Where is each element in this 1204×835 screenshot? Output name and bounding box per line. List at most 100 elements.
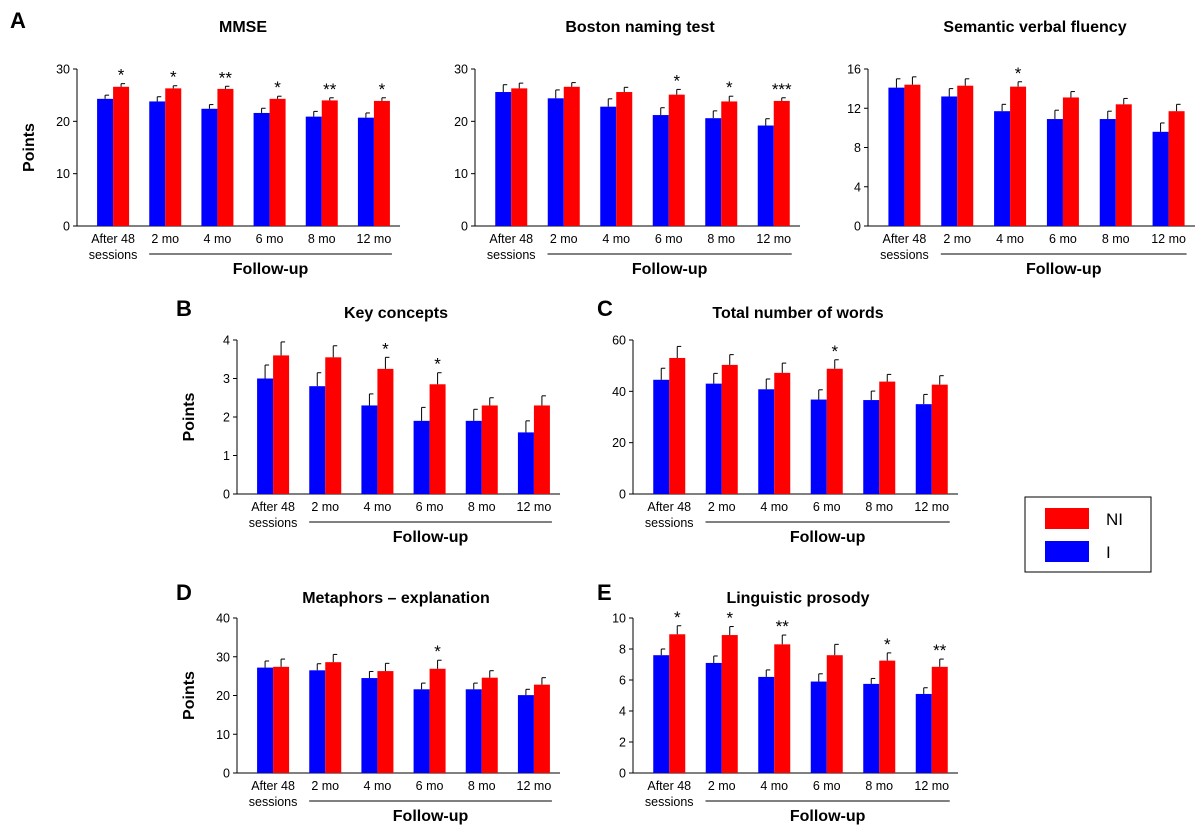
bar-ni: [1115, 104, 1132, 226]
y-tick-label: 0: [619, 767, 626, 781]
x-tick-label: 6 mo: [256, 232, 284, 246]
y-tick-label: 20: [454, 115, 468, 129]
y-tick-label: 40: [216, 612, 230, 626]
bar-i: [97, 98, 114, 226]
significance-marker: **: [933, 641, 947, 660]
significance-marker: *: [831, 342, 838, 361]
bar-i: [994, 111, 1011, 226]
bar-i: [305, 116, 322, 226]
bar-ni: [165, 88, 182, 226]
significance-marker: *: [434, 355, 441, 374]
panel-letter: A: [10, 8, 26, 33]
bar-ni: [721, 635, 738, 773]
legend: NI I: [1024, 496, 1152, 573]
x-tick-sublabel: sessions: [89, 248, 138, 262]
x-tick-label: 12 mo: [357, 232, 392, 246]
y-tick-label: 0: [854, 220, 861, 234]
bar-i: [863, 400, 880, 494]
bar-i: [361, 678, 378, 773]
bar-ni: [321, 100, 338, 226]
bar-ni: [616, 92, 633, 226]
bar-ni: [325, 662, 342, 773]
bar-i: [888, 87, 905, 226]
bar-ni: [669, 634, 686, 773]
y-tick-label: 3: [223, 372, 230, 386]
x-tick-label: 6 mo: [416, 500, 444, 514]
bar-ni: [533, 405, 550, 494]
y-tick-label: 20: [56, 115, 70, 129]
x-tick-sublabel: sessions: [249, 516, 298, 530]
x-tick-sublabel: sessions: [880, 248, 929, 262]
y-tick-label: 0: [223, 767, 230, 781]
bar-ni: [1168, 111, 1185, 226]
y-tick-label: 4: [223, 334, 230, 348]
y-tick-label: 10: [454, 167, 468, 181]
legend-swatch-ni: [1045, 508, 1089, 529]
x-tick-label: After 48: [251, 500, 295, 514]
x-tick-label: 2 mo: [151, 232, 179, 246]
bar-i: [361, 405, 378, 494]
panel-letter: C: [597, 296, 613, 321]
y-tick-label: 30: [56, 63, 70, 77]
x-tick-label: 6 mo: [813, 500, 841, 514]
x-tick-label: After 48: [251, 779, 295, 793]
chart-title: Key concepts: [344, 305, 448, 322]
chart-panel-1: A MMSE Points 0 10 20 30 * After 48 * 2 mo ** 4 mo * 6…: [10, 8, 400, 278]
bar-ni: [113, 86, 130, 226]
bar-i: [653, 379, 670, 494]
x-tick-label: 8 mo: [468, 500, 496, 514]
significance-marker: *: [118, 66, 125, 85]
x-tick-label: 4 mo: [760, 500, 788, 514]
significance-marker: **: [219, 68, 233, 87]
y-tick-label: 30: [216, 650, 230, 664]
bar-ni: [325, 357, 342, 494]
x-tick-label: 4 mo: [760, 779, 788, 793]
bar-ni: [377, 368, 394, 494]
y-tick-label: 10: [612, 612, 626, 626]
followup-label: Follow-up: [1026, 261, 1102, 278]
x-tick-sublabel: sessions: [645, 795, 694, 809]
panel-letter: E: [597, 580, 612, 605]
y-tick-label: 10: [56, 167, 70, 181]
y-tick-label: 0: [223, 488, 230, 502]
bar-i: [357, 117, 374, 226]
y-tick-label: 8: [619, 643, 626, 657]
x-tick-label: 8 mo: [865, 779, 893, 793]
bar-i: [257, 667, 274, 773]
bar-i: [758, 676, 775, 773]
x-tick-label: 2 mo: [943, 232, 971, 246]
followup-label: Follow-up: [393, 808, 469, 825]
significance-marker: *: [884, 635, 891, 654]
bar-i: [941, 96, 958, 226]
panel-letter: B: [176, 296, 192, 321]
x-tick-sublabel: sessions: [645, 516, 694, 530]
bar-i: [413, 420, 430, 494]
bar-ni: [826, 368, 843, 494]
x-tick-label: 12 mo: [914, 500, 949, 514]
bar-ni: [669, 357, 686, 494]
bar-i: [495, 92, 512, 226]
x-tick-label: 4 mo: [204, 232, 232, 246]
y-tick-label: 2: [619, 736, 626, 750]
bar-i: [758, 389, 775, 494]
bar-i: [810, 681, 827, 773]
followup-label: Follow-up: [632, 261, 708, 278]
bar-i: [547, 98, 564, 226]
x-tick-label: 4 mo: [364, 500, 392, 514]
bar-i: [705, 383, 722, 494]
y-tick-label: 8: [854, 141, 861, 155]
significance-marker: **: [776, 617, 790, 636]
y-tick-label: 20: [216, 689, 230, 703]
y-tick-label: 4: [854, 180, 861, 194]
y-tick-label: 16: [847, 63, 861, 77]
x-tick-label: After 48: [647, 500, 691, 514]
significance-marker: ***: [772, 80, 792, 99]
bar-ni: [217, 88, 234, 227]
x-tick-label: 2 mo: [311, 500, 339, 514]
chart-panel-3: Semantic verbal fluency 0 4 8 12 16 After 48 2 …: [847, 19, 1195, 278]
legend-label-i: I: [1106, 543, 1111, 562]
x-tick-label: 8 mo: [1102, 232, 1130, 246]
bar-ni: [533, 684, 550, 773]
y-tick-label: 2: [223, 411, 230, 425]
